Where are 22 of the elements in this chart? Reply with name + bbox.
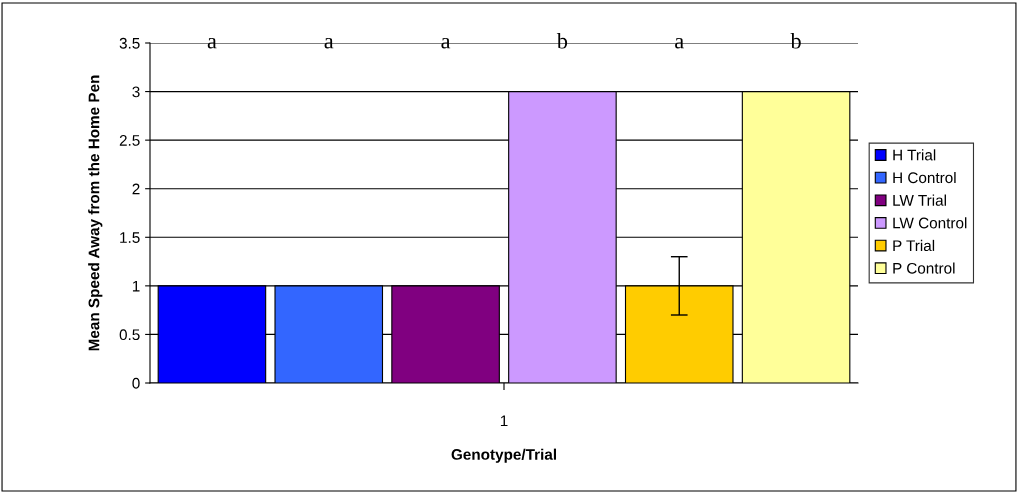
y-tick-label: 1.5 <box>120 232 140 243</box>
legend-label: LW Trial <box>893 194 946 206</box>
annotation: b <box>790 32 801 49</box>
legend-label: H Trial <box>893 149 936 161</box>
legend-label: P Trial <box>893 239 935 252</box>
y-tick-label: 1 <box>132 280 140 292</box>
annotation: a <box>324 37 334 49</box>
y-tick-label: 3.5 <box>119 37 140 49</box>
legend-label: H Control <box>893 171 956 184</box>
annotation: a <box>441 37 451 49</box>
legend-label: P Control <box>893 262 955 274</box>
y-tick-label: 2.5 <box>119 135 140 146</box>
legend-label: LW Control <box>893 217 967 229</box>
x-axis-title: Genotype/Trial <box>451 448 556 463</box>
y-tick-label: 0 <box>132 377 140 389</box>
y-tick-label: 2 <box>132 183 140 195</box>
annotation: a <box>207 37 217 49</box>
y-axis-title: Mean Speed Away from the Home Pen <box>88 75 103 351</box>
y-tick-label: 3 <box>132 86 140 98</box>
annotation: a <box>675 37 684 49</box>
annotation: b <box>556 32 568 49</box>
y-tick-label: 0.5 <box>119 329 140 341</box>
